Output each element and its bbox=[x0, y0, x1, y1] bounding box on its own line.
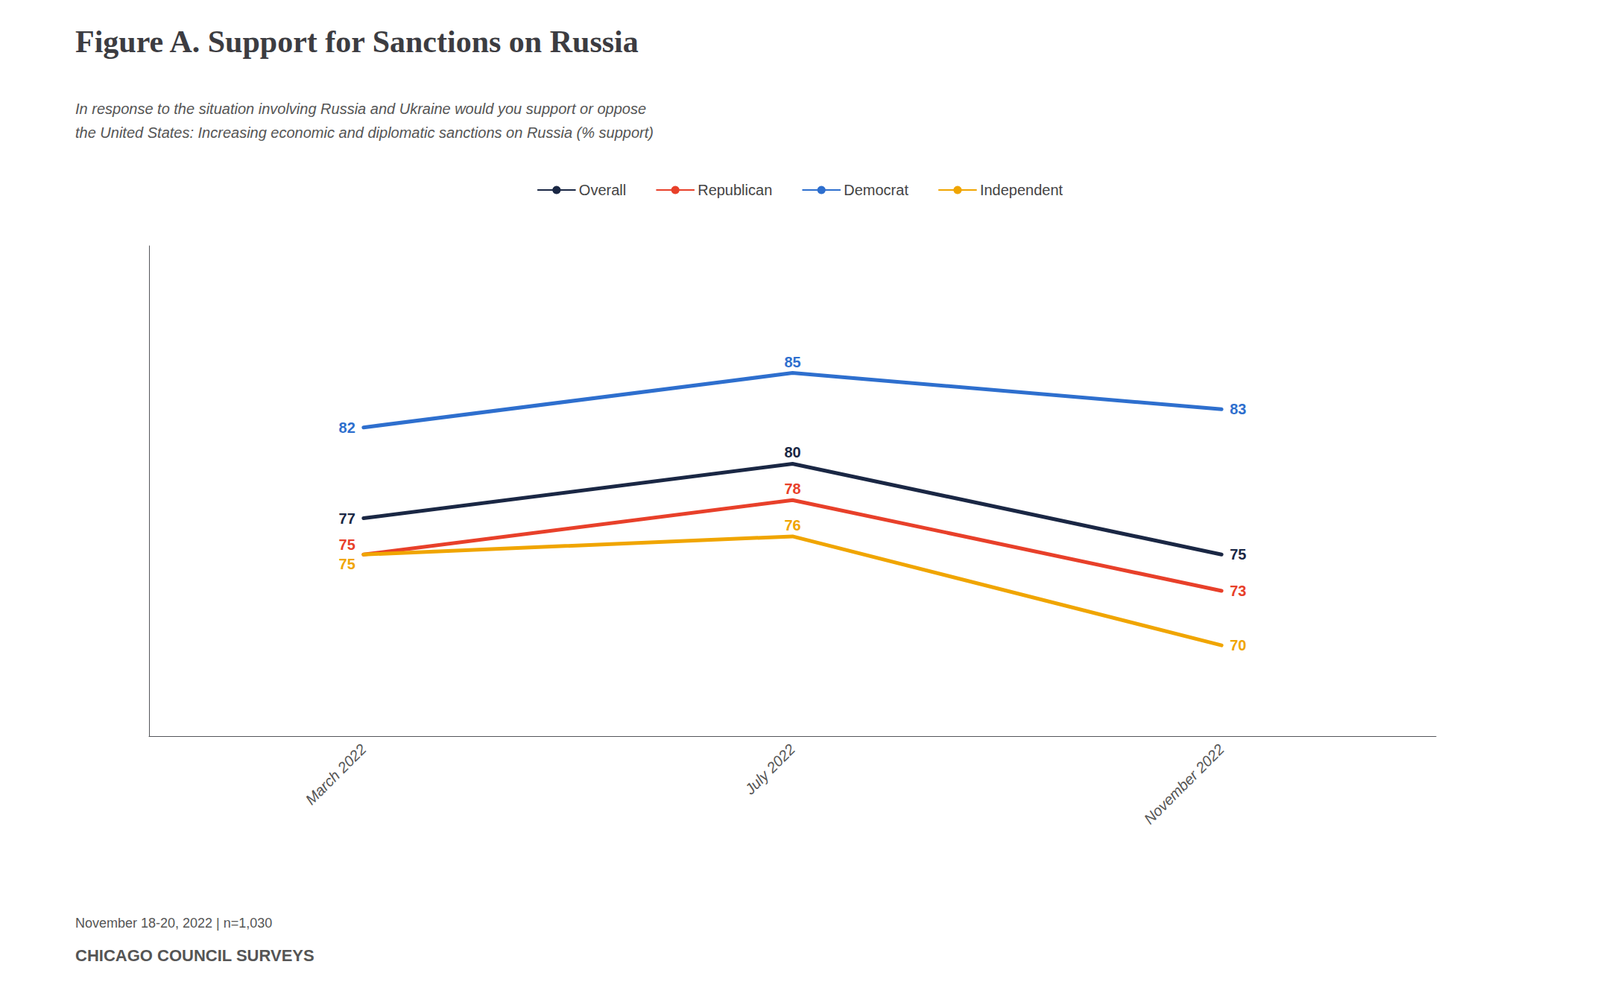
svg-text:82: 82 bbox=[339, 419, 356, 436]
svg-text:83: 83 bbox=[1229, 400, 1247, 418]
svg-text:Independent: Independent bbox=[979, 181, 1064, 199]
svg-text:70: 70 bbox=[1229, 637, 1247, 654]
svg-text:75: 75 bbox=[339, 536, 356, 553]
svg-text:75: 75 bbox=[339, 555, 356, 573]
svg-text:Democrat: Democrat bbox=[843, 181, 909, 199]
svg-text:November 2022: November 2022 bbox=[1140, 740, 1228, 828]
svg-text:Figure A. Support for Sanction: Figure A. Support for Sanctions on Russi… bbox=[75, 24, 639, 59]
svg-text:78: 78 bbox=[783, 480, 801, 498]
svg-text:76: 76 bbox=[783, 517, 801, 534]
svg-text:77: 77 bbox=[339, 510, 356, 527]
svg-text:73: 73 bbox=[1229, 582, 1247, 600]
svg-text:Republican: Republican bbox=[697, 181, 773, 199]
svg-text:Overall: Overall bbox=[579, 181, 626, 199]
svg-text:July 2022: July 2022 bbox=[741, 740, 799, 799]
svg-text:November 18-20, 2022 | n=1,030: November 18-20, 2022 | n=1,030 bbox=[75, 915, 273, 931]
svg-text:85: 85 bbox=[783, 353, 801, 371]
svg-text:75: 75 bbox=[1229, 546, 1247, 563]
svg-text:March 2022: March 2022 bbox=[301, 740, 369, 808]
svg-text:80: 80 bbox=[783, 444, 801, 461]
svg-text:CHICAGO COUNCIL SURVEYS: CHICAGO COUNCIL SURVEYS bbox=[75, 946, 315, 966]
svg-text:In response to the situation i: In response to the situation involving R… bbox=[75, 100, 647, 118]
svg-text:the United States: Increasing: the United States: Increasing economic a… bbox=[75, 124, 654, 141]
